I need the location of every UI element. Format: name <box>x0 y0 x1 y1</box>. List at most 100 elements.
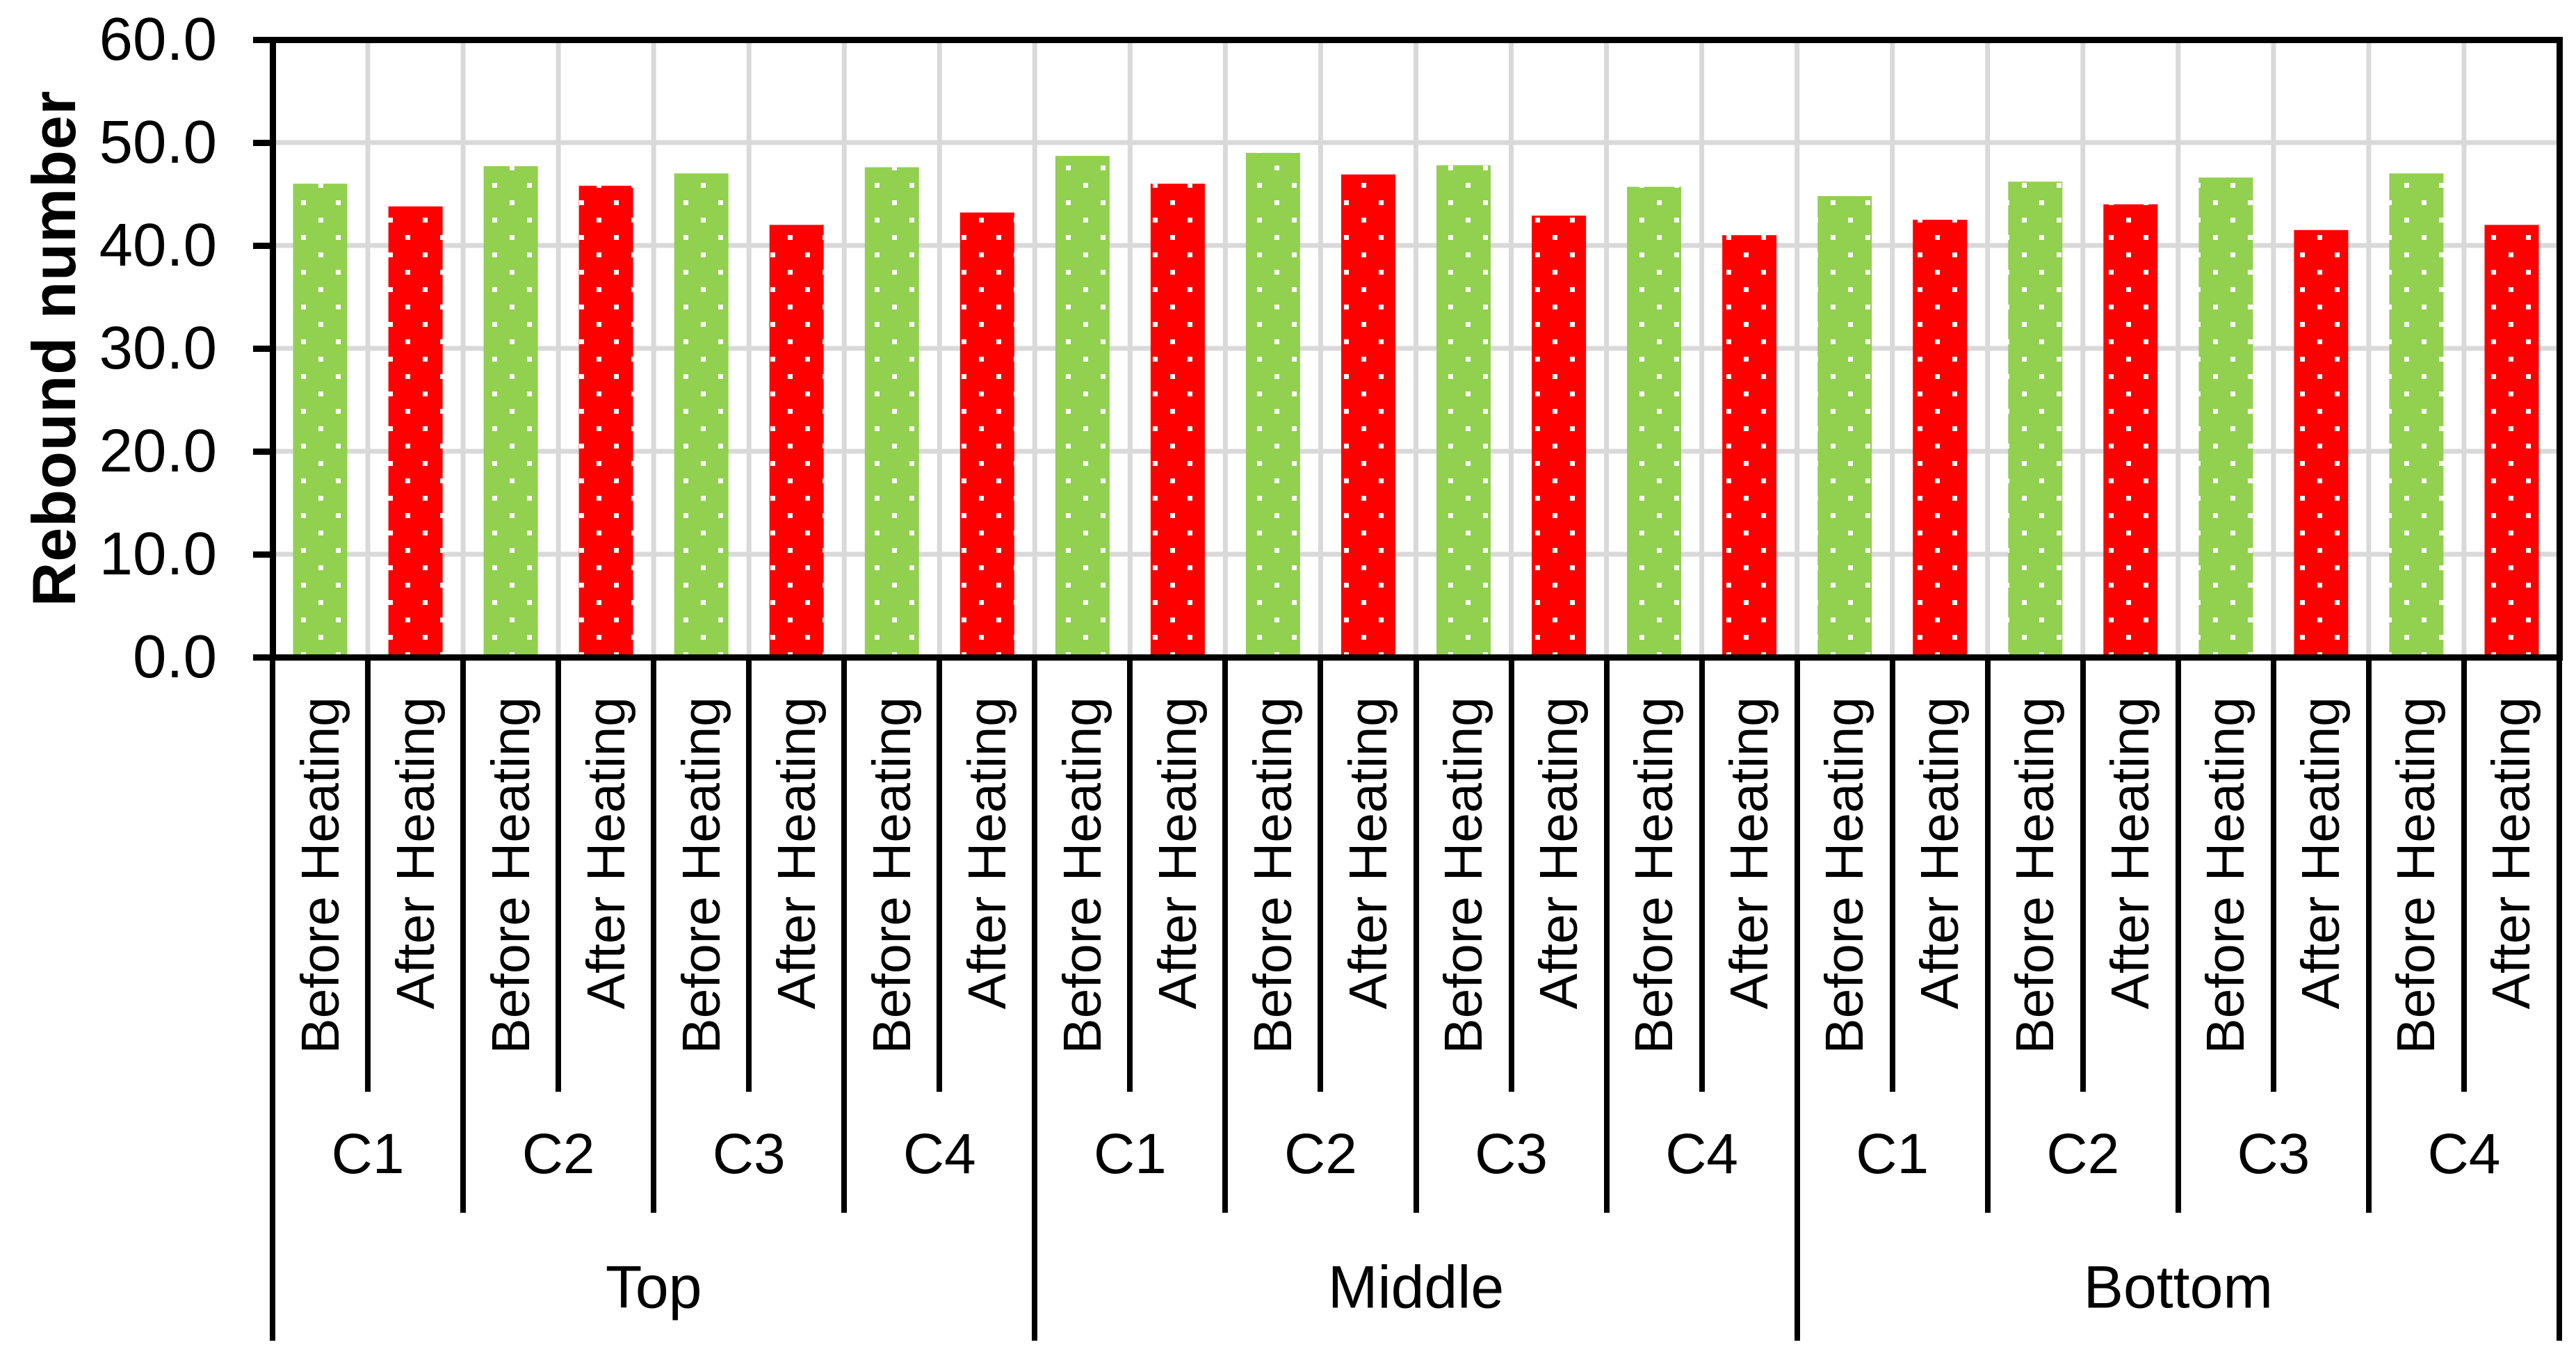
section-label-top: Top <box>605 1254 702 1321</box>
section-label-middle: Middle <box>1327 1254 1505 1321</box>
y-axis-line <box>269 36 276 661</box>
bar-top-c1-after-heating <box>388 206 443 657</box>
group-label-bottom-c1: C1 <box>1856 1122 1929 1186</box>
pair-divider <box>556 657 562 1092</box>
bar-bottom-c1-after-heating <box>1913 220 1968 657</box>
bar-label-before-heating: Before Heating <box>1624 697 1685 1054</box>
bar-top-c1-before-heating <box>293 184 348 657</box>
group-label-middle-c3: C3 <box>1475 1122 1548 1186</box>
bar-middle-c1-after-heating <box>1150 184 1205 657</box>
bar-label-before-heating: Before Heating <box>2196 697 2256 1054</box>
bar-top-c4-before-heating <box>864 167 919 657</box>
plot-border-top <box>269 36 2563 43</box>
pair-divider <box>365 657 371 1092</box>
group-divider <box>1603 657 1610 1213</box>
group-divider <box>1413 657 1419 1213</box>
bar-label-after-heating: After Heating <box>957 697 1017 1010</box>
group-divider <box>460 657 467 1213</box>
bar-bottom-c4-after-heating <box>2484 225 2539 657</box>
bar-label-before-heating: Before Heating <box>290 697 350 1054</box>
y-tick-mark <box>253 36 273 43</box>
y-tick-label: 10.0 <box>99 520 217 588</box>
pair-divider <box>2461 657 2467 1092</box>
bar-bottom-c3-before-heating <box>2198 177 2253 657</box>
group-divider <box>1222 657 1229 1213</box>
pair-divider <box>1318 657 1324 1092</box>
pair-divider <box>746 657 752 1092</box>
bar-bottom-c1-before-heating <box>1817 196 1872 657</box>
bar-label-after-heating: After Heating <box>1338 697 1398 1010</box>
group-label-top-c4: C4 <box>902 1122 976 1186</box>
bar-label-before-heating: Before Heating <box>1242 697 1303 1054</box>
bar-bottom-c2-before-heating <box>2008 181 2063 657</box>
bar-top-c2-before-heating <box>483 166 538 657</box>
bar-middle-c4-before-heating <box>1627 186 1682 657</box>
bar-label-after-heating: After Heating <box>1910 697 1970 1010</box>
bar-bottom-c2-after-heating <box>2103 204 2158 657</box>
group-divider <box>841 657 848 1213</box>
bar-label-after-heating: After Heating <box>1719 697 1780 1010</box>
section-divider <box>1032 657 1038 1341</box>
plot-area <box>273 40 2559 657</box>
group-label-top-c1: C1 <box>331 1122 405 1186</box>
pair-divider <box>937 657 943 1092</box>
pair-divider <box>2270 657 2276 1092</box>
bar-label-after-heating: After Heating <box>2481 697 2542 1010</box>
y-tick-mark <box>253 139 273 146</box>
bar-middle-c3-before-heating <box>1436 165 1491 657</box>
bar-bottom-c3-after-heating <box>2294 229 2349 657</box>
bar-bottom-c4-before-heating <box>2389 173 2444 657</box>
bar-label-before-heating: Before Heating <box>1815 697 1875 1054</box>
bar-label-before-heating: Before Heating <box>1434 697 1494 1054</box>
bars <box>293 152 2539 657</box>
bar-label-after-heating: After Heating <box>385 697 446 1010</box>
section-divider <box>2557 657 2562 1341</box>
group-label-middle-c2: C2 <box>1284 1122 1357 1186</box>
bar-top-c3-before-heating <box>674 173 729 657</box>
group-label-bottom-c4: C4 <box>2427 1122 2501 1186</box>
bar-top-c3-after-heating <box>769 225 824 657</box>
group-label-top-c2: C2 <box>521 1122 595 1186</box>
y-tick-label: 40.0 <box>99 211 217 279</box>
y-tick-mark <box>253 654 273 661</box>
pair-divider <box>1889 657 1895 1092</box>
pair-divider <box>1508 657 1514 1092</box>
y-tick-mark <box>253 448 273 455</box>
plot-border-right <box>2556 36 2563 661</box>
pair-divider <box>1127 657 1133 1092</box>
bar-label-after-heating: After Heating <box>1147 697 1208 1010</box>
bar-label-after-heating: After Heating <box>766 697 827 1010</box>
group-label-bottom-c2: C2 <box>2046 1122 2120 1186</box>
y-tick-label: 30.0 <box>99 314 217 382</box>
y-tick-label: 60.0 <box>99 6 217 73</box>
group-divider <box>2175 657 2181 1213</box>
bar-label-after-heating: After Heating <box>576 697 636 1010</box>
bar-label-after-heating: After Heating <box>2100 697 2161 1010</box>
bar-label-before-heating: Before Heating <box>2005 697 2066 1054</box>
group-divider <box>2365 657 2372 1213</box>
section-divider <box>1794 657 1800 1341</box>
y-tick-mark <box>253 242 273 249</box>
y-tick-label: 20.0 <box>99 417 217 485</box>
bar-middle-c3-after-heating <box>1532 216 1587 657</box>
group-divider <box>1984 657 1991 1213</box>
bar-label-before-heating: Before Heating <box>671 697 731 1054</box>
group-label-middle-c4: C4 <box>1665 1122 1739 1186</box>
gridlines <box>273 40 2559 657</box>
bar-label-before-heating: Before Heating <box>480 697 541 1054</box>
bar-top-c2-after-heating <box>578 186 633 657</box>
group-label-bottom-c3: C3 <box>2237 1122 2310 1186</box>
bar-top-c4-after-heating <box>959 212 1014 657</box>
y-tick-label: 0.0 <box>133 623 217 691</box>
pair-divider <box>1699 657 1705 1092</box>
pair-divider <box>2080 657 2086 1092</box>
y-tick-mark <box>253 551 273 558</box>
y-tick-mark <box>253 345 273 352</box>
bar-label-after-heating: After Heating <box>2291 697 2351 1010</box>
group-divider <box>651 657 657 1213</box>
y-tick-label: 50.0 <box>99 108 217 176</box>
bar-label-before-heating: Before Heating <box>1052 697 1112 1054</box>
bar-middle-c2-after-heating <box>1341 174 1395 657</box>
bar-middle-c2-before-heating <box>1245 152 1300 657</box>
